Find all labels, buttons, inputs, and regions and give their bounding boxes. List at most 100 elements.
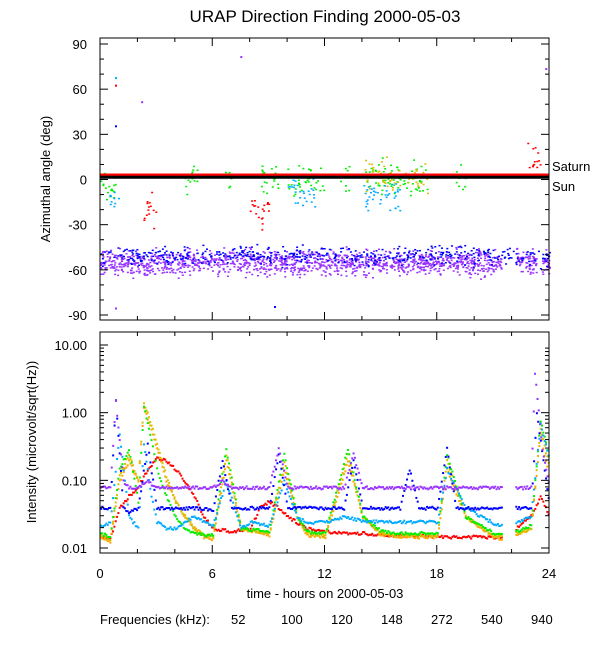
azimuth-point [355,270,358,272]
intensity-point-120 [177,503,180,506]
intensity-point-540 [381,508,384,511]
azimuth-point [468,254,471,257]
azimuth-point [228,251,231,253]
azimuth-point [337,261,340,264]
intensity-point-940 [420,486,423,489]
azimuth-point [148,202,151,204]
intensity-point-100 [202,537,205,540]
azimuth-point [147,270,150,272]
intensity-point-272 [100,524,102,527]
azimuth-point [274,266,277,269]
azimuth-point [120,269,123,271]
intensity-point-940 [328,486,331,489]
intensity-point-540 [345,493,348,496]
intensity-point-52 [384,534,387,537]
azimuth-point [407,255,410,258]
intensity-point-272 [177,525,180,528]
azimuth-point [239,263,242,265]
azimuth-point [280,258,283,260]
azimuth-point [159,262,162,264]
azimuth-point [121,254,124,256]
azimuth-point [196,262,199,264]
intensity-point-52 [293,518,296,521]
intensity-point-100 [292,501,295,504]
intensity-point-100 [544,459,547,462]
azimuth-point [179,253,182,255]
intensity-point-940 [110,466,113,469]
azimuth-point [118,266,121,268]
intensity-point-100 [196,531,199,534]
intensity-point-148 [150,439,153,442]
azimuth-point [542,253,545,256]
azimuth-point [367,256,370,259]
azimuth-point [394,191,397,194]
intensity-point-52 [451,535,454,538]
azimuth-point [336,269,339,271]
azimuth-point [249,253,252,256]
intensity-point-100 [393,535,396,538]
azimuth-outlier-point [273,305,276,308]
intensity-point-120 [402,534,405,537]
legend-entry-52: 52 [231,612,245,627]
intensity-point-940 [246,487,249,490]
azimuth-point [291,256,294,258]
intensity-point-52 [446,535,449,538]
intensity-point-540 [343,508,346,511]
azimuth-point [457,257,460,260]
azimuth-point [102,183,105,186]
intensity-point-120 [193,528,196,531]
intensity-point-940 [410,488,413,491]
intensity-point-272 [488,518,491,521]
azimuth-point [213,264,216,266]
intensity-point-272 [273,508,276,511]
intensity-point-148 [411,533,414,536]
intensity-point-540 [237,506,240,509]
azimuth-point [232,261,235,264]
azimuth-point [296,202,299,204]
azimuth-point [315,261,318,264]
azimuth-point [341,256,344,259]
intensity-point-940 [153,485,156,488]
intensity-point-272 [316,520,319,523]
intensity-point-120 [490,533,493,536]
azimuth-point [299,197,302,199]
azimuth-point [396,166,399,169]
intensity-point-940 [129,485,132,488]
azimuth-point [365,260,368,263]
azimuth-point [526,251,529,253]
intensity-point-148 [320,532,323,535]
intensity-point-540 [311,506,314,509]
intensity-point-540 [462,507,465,510]
intensity-point-272 [348,517,351,520]
intensity-point-540 [392,507,395,510]
intensity-point-272 [170,528,173,531]
azimuth-point [403,251,406,254]
intensity-point-940 [190,486,193,489]
azimuth-point [361,261,364,263]
intensity-point-540 [206,509,209,512]
azimuth-point [469,259,472,262]
intensity-point-148 [228,462,231,465]
azimuth-point [349,266,352,268]
azimuth-point [425,254,428,256]
intensity-point-540 [387,506,390,509]
azimuth-point [255,213,258,215]
intensity-point-52 [373,534,376,537]
intensity-point-148 [244,527,247,530]
intensity-point-100 [105,538,108,541]
intensity-point-540 [209,508,212,511]
intensity-point-272 [411,522,414,525]
intensity-point-272 [275,504,278,507]
azimuth-point [119,254,122,256]
azimuth-point [215,253,218,255]
azimuth-point [266,257,269,260]
intensity-point-148 [436,532,439,535]
intensity-point-52 [527,517,530,520]
intensity-point-148 [292,496,295,499]
intensity-point-100 [492,536,495,539]
azimuth-point [375,250,378,252]
azimuth-point [343,260,346,263]
azimuth-point [114,254,117,257]
azimuth-point [407,271,410,273]
intensity-point-540 [523,506,526,509]
